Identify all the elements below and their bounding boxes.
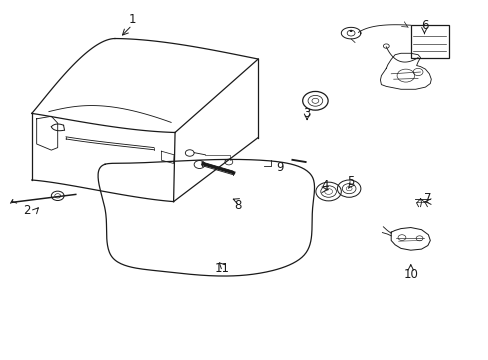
Text: 6: 6	[420, 19, 427, 32]
Circle shape	[349, 30, 352, 32]
Text: 9: 9	[276, 161, 283, 174]
Text: 5: 5	[346, 175, 354, 188]
Text: 3: 3	[303, 107, 310, 120]
Text: 10: 10	[403, 268, 417, 281]
Text: 11: 11	[215, 262, 229, 275]
Text: 1: 1	[128, 13, 136, 26]
Text: 4: 4	[321, 179, 328, 192]
Text: 8: 8	[233, 199, 241, 212]
Bar	[410, 25, 448, 58]
Text: 7: 7	[423, 192, 431, 204]
Text: 2: 2	[23, 204, 31, 217]
